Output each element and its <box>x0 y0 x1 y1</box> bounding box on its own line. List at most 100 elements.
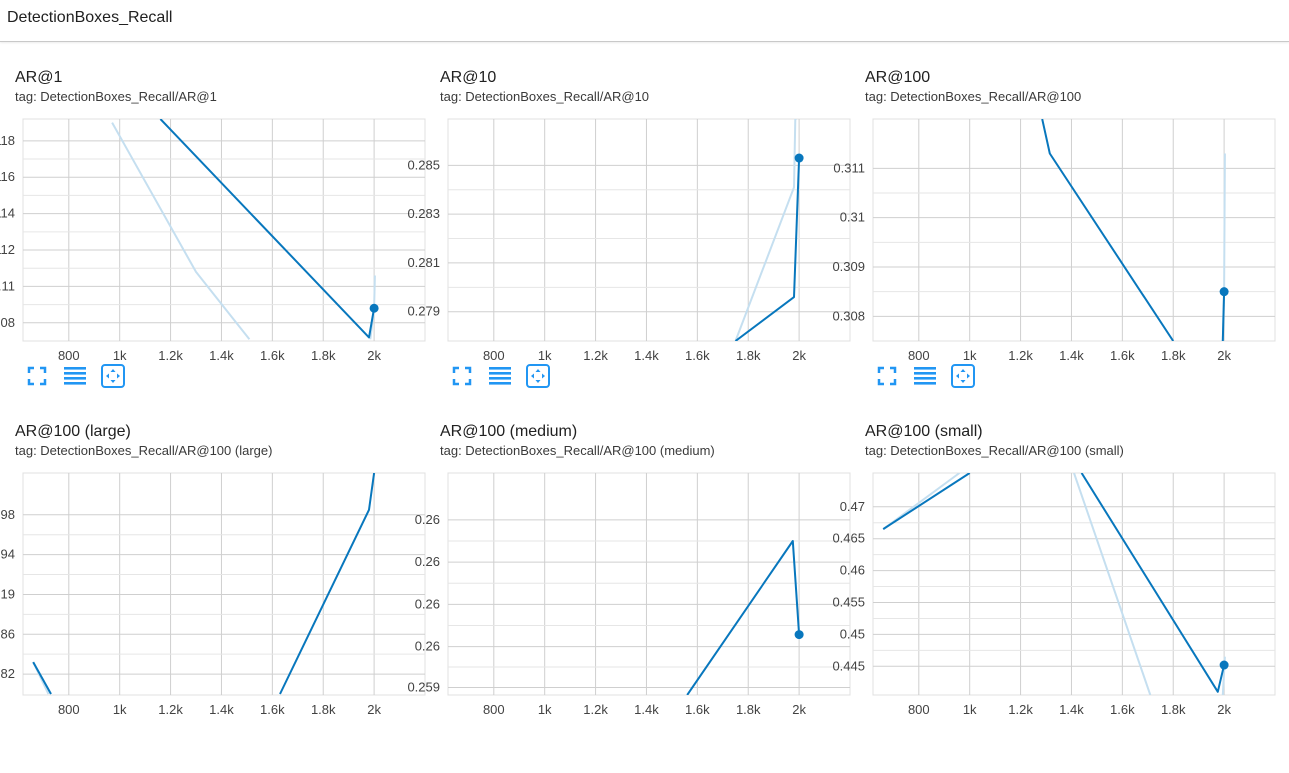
chart-card: AR@100 (medium) tag: DetectionBoxes_Reca… <box>407 423 860 773</box>
x-tick-label: 1k <box>113 702 127 717</box>
fit-domain-icon <box>101 364 125 388</box>
x-tick-label: 800 <box>58 702 80 717</box>
line-chart[interactable]: 800 1k 1.2k 1.4k 1.6k 1.8k 2k 0.445 0.45 0.455 0.4… <box>832 423 1285 729</box>
smoothed-series-line <box>32 661 52 695</box>
y-tick-label: 0.26 <box>415 596 440 611</box>
fullscreen-button[interactable] <box>25 364 49 388</box>
x-tick-label: 1.8k <box>311 348 336 363</box>
y-tick-label: 0.186 <box>0 626 15 641</box>
y-tick-label: 0.112 <box>0 242 15 257</box>
x-tick-label: 1k <box>963 702 977 717</box>
x-tick-label: 1.4k <box>634 348 659 363</box>
chart-title: AR@10 <box>440 69 497 86</box>
group-header[interactable]: DetectionBoxes_Recall <box>0 0 1289 42</box>
chart-tag: tag: DetectionBoxes_Recall/AR@10 <box>440 89 650 104</box>
chart-title: AR@1 <box>15 69 63 86</box>
y-tick-label: 0.182 <box>0 666 15 681</box>
series-group <box>111 119 376 340</box>
line-chart[interactable]: 800 1k 1.2k 1.4k 1.6k 1.8k 2k 0.182 0.186 0.19 0.1… <box>0 423 435 729</box>
y-tick-label: 0.283 <box>407 206 440 221</box>
chart-title: AR@100 (medium) <box>440 423 578 440</box>
x-tick-label: 1.2k <box>583 702 608 717</box>
y-tick-label: 0.455 <box>832 595 865 610</box>
fit-domain-button[interactable] <box>101 364 125 388</box>
fit-domain-button[interactable] <box>526 364 550 388</box>
chart-tag: tag: DetectionBoxes_Recall/AR@1 <box>15 89 217 104</box>
series-group <box>882 473 1226 695</box>
toggle-y-log-button[interactable] <box>913 364 937 388</box>
x-tick-label: 1.4k <box>1059 348 1084 363</box>
y-tick-label: 0.11 <box>0 278 15 293</box>
plot-area <box>22 118 426 342</box>
y-tick-label: 0.118 <box>0 133 15 148</box>
raw-series-line <box>1073 473 1152 695</box>
toggle-log-icon <box>64 367 86 385</box>
line-chart[interactable]: 800 1k 1.2k 1.4k 1.6k 1.8k 2k 0.308 0.309 0.31 0.3… <box>832 69 1285 419</box>
chart-tag: tag: DetectionBoxes_Recall/AR@100 (small… <box>865 443 1124 458</box>
chart-title: AR@100 <box>865 69 931 86</box>
x-tick-label: 1.2k <box>1008 348 1033 363</box>
smoothed-series-line <box>279 473 376 695</box>
plot-area <box>447 118 851 342</box>
x-tick-label: 2k <box>792 348 806 363</box>
y-tick-label: 0.198 <box>0 507 15 522</box>
x-tick-label: 2k <box>367 702 381 717</box>
x-tick-label: 1k <box>538 348 552 363</box>
y-tick-label: 0.114 <box>0 206 15 221</box>
x-tick-label: 1.4k <box>209 702 234 717</box>
y-tick-label: 0.259 <box>407 679 440 694</box>
chart-tag: tag: DetectionBoxes_Recall/AR@100 (mediu… <box>440 443 715 458</box>
x-tick-label: 1.8k <box>311 702 336 717</box>
chart-tag: tag: DetectionBoxes_Recall/AR@100 <box>865 89 1082 104</box>
chart-card: AR@10 tag: DetectionBoxes_Recall/AR@10 8… <box>407 69 860 419</box>
x-tick-label: 1.2k <box>158 702 183 717</box>
y-tick-label: 0.108 <box>0 315 15 330</box>
y-tick-label: 0.309 <box>832 259 865 274</box>
line-chart[interactable]: 800 1k 1.2k 1.4k 1.6k 1.8k 2k 0.259 0.26 0.26 0.26… <box>407 423 860 729</box>
x-tick-label: 800 <box>908 348 930 363</box>
plot-area <box>447 472 851 696</box>
x-tick-label: 1k <box>538 702 552 717</box>
fit-domain-icon <box>951 364 975 388</box>
fullscreen-button[interactable] <box>450 364 474 388</box>
x-tick-label: 1.6k <box>260 348 285 363</box>
last-point-marker <box>1219 287 1229 297</box>
chart-title: AR@100 (small) <box>865 423 983 440</box>
plot-area <box>872 472 1276 696</box>
x-tick-label: 800 <box>483 348 505 363</box>
x-tick-label: 1.6k <box>260 702 285 717</box>
y-tick-label: 0.281 <box>407 255 440 270</box>
y-tick-label: 0.285 <box>407 157 440 172</box>
y-tick-label: 0.194 <box>0 547 15 562</box>
fullscreen-icon <box>27 366 47 386</box>
fullscreen-icon <box>877 366 897 386</box>
series-group <box>686 540 801 695</box>
toggle-log-icon <box>489 367 511 385</box>
series-group <box>32 473 376 695</box>
toggle-y-log-button[interactable] <box>63 364 87 388</box>
y-tick-label: 0.26 <box>415 554 440 569</box>
x-tick-label: 1.6k <box>1110 348 1135 363</box>
y-tick-label: 0.26 <box>415 639 440 654</box>
line-chart[interactable]: 800 1k 1.2k 1.4k 1.6k 1.8k 2k 0.108 0.11 0.112 0.1… <box>0 69 435 419</box>
x-tick-label: 1.8k <box>1161 702 1186 717</box>
x-tick-label: 2k <box>1217 348 1231 363</box>
toggle-y-log-button[interactable] <box>488 364 512 388</box>
x-tick-label: 1.6k <box>685 702 710 717</box>
y-tick-label: 0.31 <box>840 210 865 225</box>
x-tick-label: 1.4k <box>209 348 234 363</box>
x-tick-label: 800 <box>908 702 930 717</box>
x-tick-label: 1.2k <box>583 348 608 363</box>
fit-domain-button[interactable] <box>951 364 975 388</box>
series-group <box>1041 119 1226 341</box>
chart-card: AR@1 tag: DetectionBoxes_Recall/AR@1 800… <box>0 69 435 419</box>
raw-series-line <box>111 122 251 340</box>
fullscreen-button[interactable] <box>875 364 899 388</box>
y-tick-label: 0.45 <box>840 626 865 641</box>
last-point-marker <box>369 303 379 313</box>
chart-tag: tag: DetectionBoxes_Recall/AR@100 (large… <box>15 443 273 458</box>
line-chart[interactable]: 800 1k 1.2k 1.4k 1.6k 1.8k 2k 0.279 0.281 0.283 0.… <box>407 69 860 419</box>
smoothed-series-line <box>1080 473 1226 693</box>
x-tick-label: 1k <box>963 348 977 363</box>
smoothed-series-line <box>1041 119 1175 341</box>
